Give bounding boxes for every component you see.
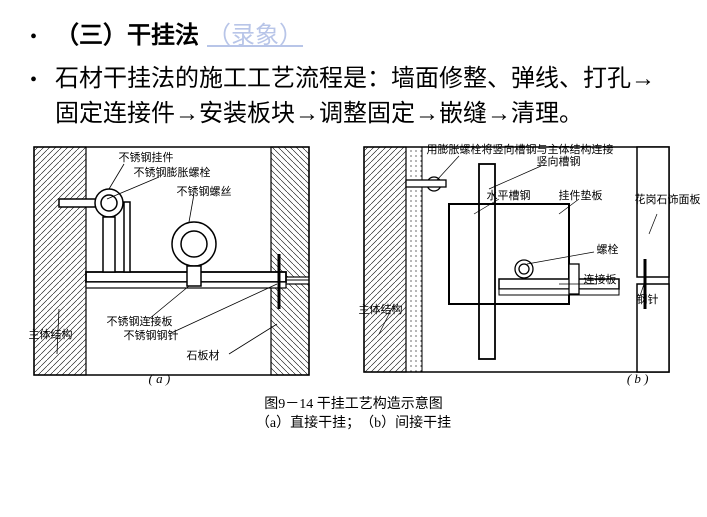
label-b4: 挂件垫板 [559, 190, 603, 202]
figures-row: 不锈钢挂件 不锈钢膨胀螺栓 不锈钢螺丝 不锈钢连接板 不锈钢钢针 石板材 主体结… [30, 144, 677, 389]
label-a6: 石板材 [187, 350, 220, 362]
label-a4: 不锈钢连接板 [107, 316, 173, 328]
label-b3: 水平槽钢 [487, 190, 531, 202]
body-row: • 石材干挂法的施工工艺流程是：墙面修整、弹线、打孔→固定连接件→安装板块→调整… [30, 62, 677, 132]
heading-row: • （三） 干挂法 （录象） [30, 15, 677, 50]
figure-b: 用膨胀螺栓将竖向槽钢与主体结构连接 竖向槽钢 水平槽钢 挂件垫板 螺栓 连接板 … [359, 144, 679, 389]
label-b1: 用膨胀螺栓将竖向槽钢与主体结构连接 [427, 144, 507, 156]
label-b2: 竖向槽钢 [537, 156, 581, 168]
label-b8: 花岗石饰面板 [635, 194, 671, 206]
section-title: 干挂法 [127, 15, 199, 50]
sublabel-b: ( b ) [627, 371, 649, 387]
video-link[interactable]: （录象） [207, 15, 303, 50]
label-b7: 钢针 [637, 294, 659, 306]
sublabel-a: ( a ) [149, 371, 171, 387]
caption-line2: （a）直接干挂； （b）间接干挂 [30, 414, 677, 434]
section-number: （三） [55, 15, 127, 50]
label-b6: 连接板 [584, 274, 617, 286]
figure-a: 不锈钢挂件 不锈钢膨胀螺栓 不锈钢螺丝 不锈钢连接板 不锈钢钢针 石板材 主体结… [29, 144, 349, 389]
label-a1: 不锈钢挂件 [119, 152, 174, 164]
bullet-icon: • [30, 69, 37, 92]
diagram-b-svg [359, 144, 679, 389]
label-a3: 不锈钢螺丝 [177, 186, 232, 198]
body-text: 石材干挂法的施工工艺流程是：墙面修整、弹线、打孔→固定连接件→安装板块→调整固定… [55, 62, 677, 132]
label-b9: 主体结构 [359, 304, 373, 316]
caption: 图9－14 干挂工艺构造示意图 （a）直接干挂； （b）间接干挂 [30, 395, 677, 434]
bullet-icon: • [30, 26, 37, 49]
label-a2: 不锈钢膨胀螺栓 [134, 167, 211, 179]
label-b5: 螺栓 [597, 244, 619, 256]
caption-line1: 图9－14 干挂工艺构造示意图 [30, 395, 677, 415]
label-a7: 主体结构 [29, 329, 43, 341]
label-a5: 不锈钢钢针 [124, 330, 179, 342]
